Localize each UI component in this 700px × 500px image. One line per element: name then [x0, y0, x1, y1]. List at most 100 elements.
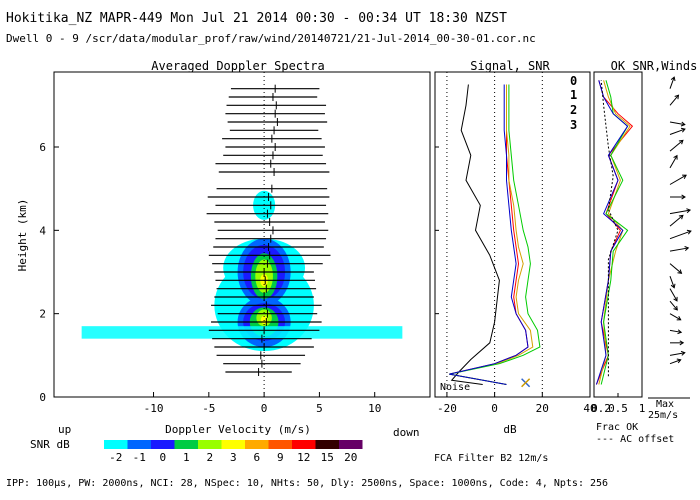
x-tick-label: 5	[316, 402, 323, 415]
wind-arrow	[669, 139, 684, 152]
wind-arrow	[669, 329, 682, 333]
wind-arrow-head	[677, 329, 683, 335]
wind-arrow	[669, 214, 684, 227]
snr-scale-value: 6	[253, 451, 260, 464]
signal-snr-plot: -20 0 20 40	[435, 72, 597, 415]
wind-arrow-head	[676, 316, 682, 321]
wind-arrow-head	[686, 229, 692, 235]
snr-scale-value: 12	[297, 451, 310, 464]
snr-color-swatch	[245, 440, 269, 449]
noise-label: Noise	[440, 382, 470, 393]
snr-scale-value: 1	[183, 451, 190, 464]
x-tick-label: -5	[202, 402, 215, 415]
snr-panel-title: Signal, SNR	[470, 59, 550, 73]
snr-x-tick-label: 0	[491, 402, 498, 415]
snr-scale-value: 9	[277, 451, 284, 464]
beam-label-1: 1	[570, 88, 577, 102]
wind-arrow-head	[673, 296, 678, 302]
snr-scale-label: SNR dB	[30, 438, 70, 451]
wind-arrow-head	[678, 139, 684, 145]
snr-color-swatch	[151, 440, 175, 449]
wind-arrow-head	[686, 208, 692, 214]
frac-tick-label: 0.2	[591, 402, 611, 415]
wind-arrow	[669, 263, 682, 274]
header-dwell-path: Dwell 0 - 9 /scr/data/modular_prof/raw/w…	[6, 32, 536, 45]
frac-ok-winds-plot: 0.20.5 1	[591, 76, 692, 415]
wind-arrow-head	[670, 283, 676, 289]
wind-arrow	[669, 155, 678, 169]
ac-offset-label: --- AC offset	[596, 434, 674, 445]
y-axis-label: Height (km)	[16, 199, 29, 272]
spectra-plot: -10 -5 0 5 10 0 2 4 6	[39, 72, 403, 415]
beam-label-2: 2	[570, 103, 577, 117]
snr-color-swatch	[339, 440, 363, 449]
x-axis-label: Doppler Velocity (m/s)	[165, 423, 311, 436]
snr-color-swatch	[315, 440, 339, 449]
snr-scale-value: 0	[159, 451, 166, 464]
wind-arrow-head	[682, 174, 687, 179]
snr-color-swatch	[292, 440, 316, 449]
beam-label-3: 3	[570, 118, 577, 132]
wind-arrow	[669, 275, 675, 288]
frac-tick-label: 0.5	[608, 402, 628, 415]
x-tick-label: -10	[144, 402, 164, 415]
wind-arrow-head	[676, 358, 682, 364]
snr-color-swatch	[104, 440, 128, 449]
winds-panel-title: OK SNR,Winds	[611, 59, 698, 73]
wind-arrow-head	[680, 350, 686, 356]
snr-x-tick-label: 40	[583, 402, 596, 415]
wind-arrow-head	[673, 305, 678, 311]
header-title: Hokitika_NZ MAPR-449 Mon Jul 21 2014 00:…	[6, 11, 507, 26]
wind-arrow	[669, 300, 678, 311]
wind-arrow	[669, 174, 687, 185]
y-tick-label: 4	[39, 224, 46, 237]
series-line-signal	[450, 84, 500, 385]
wind-arrow-head	[680, 127, 686, 133]
wind-arrow	[669, 313, 681, 321]
wind-arrow	[669, 209, 691, 215]
frac-ok-label: Frac OK	[596, 422, 638, 433]
wind-arrow	[669, 76, 675, 89]
snr-scale-value: 2	[206, 451, 213, 464]
snr-color-scale: -2 -1 0 1 2 3 6 9 12 15 20	[104, 440, 363, 464]
y-tick-label: 2	[39, 308, 46, 321]
beam-label-0: 0	[570, 74, 577, 88]
wind-arrow-head	[677, 269, 683, 274]
wind-arrow-head	[681, 194, 686, 200]
wind-arrow	[669, 288, 678, 302]
wind-max-label: Max	[656, 399, 674, 410]
snr-color-swatch	[174, 440, 198, 449]
wind-arrow-head	[679, 340, 685, 346]
frac-tick-label: 1	[639, 402, 646, 415]
x-tick-label: 0	[261, 402, 268, 415]
series-line-SNR-beam-3	[449, 84, 529, 385]
series-line-SNR-beam-1	[449, 84, 534, 385]
wind-arrow	[669, 121, 685, 126]
snr-scale-value: -2	[109, 451, 122, 464]
y-tick-label: 0	[39, 391, 46, 404]
snr-scale-value: 3	[230, 451, 237, 464]
db-axis-label: dB	[503, 423, 517, 436]
snr-color-swatch	[127, 440, 151, 449]
wind-arrow-head	[680, 121, 686, 127]
wind-arrow-head	[684, 246, 690, 251]
ac-offset-dash: ---	[596, 434, 620, 445]
wind-arrow-head	[678, 214, 684, 220]
wind-arrow	[669, 247, 689, 252]
series-line-SNR-beam-2	[449, 84, 541, 385]
snr-plot-frame	[434, 71, 591, 398]
wind-arrow	[669, 352, 685, 356]
snr-scale-value: 20	[344, 451, 357, 464]
snr-x-tick-label: 20	[536, 402, 549, 415]
footer-params: IPP: 100μs, PW: 2000ns, NCI: 28, NSpec: …	[6, 478, 608, 489]
snr-scale-value: -1	[133, 451, 146, 464]
wind-max-value: 25m/s	[648, 410, 678, 421]
wind-arrow-head	[674, 94, 680, 100]
snr-color-swatch	[198, 440, 222, 449]
clutter-streak	[81, 326, 403, 339]
series-line-frac-ok-3	[595, 80, 629, 385]
snr-x-tick-label: -20	[437, 402, 457, 415]
wind-arrow	[669, 94, 679, 106]
noise-marker	[521, 378, 531, 388]
